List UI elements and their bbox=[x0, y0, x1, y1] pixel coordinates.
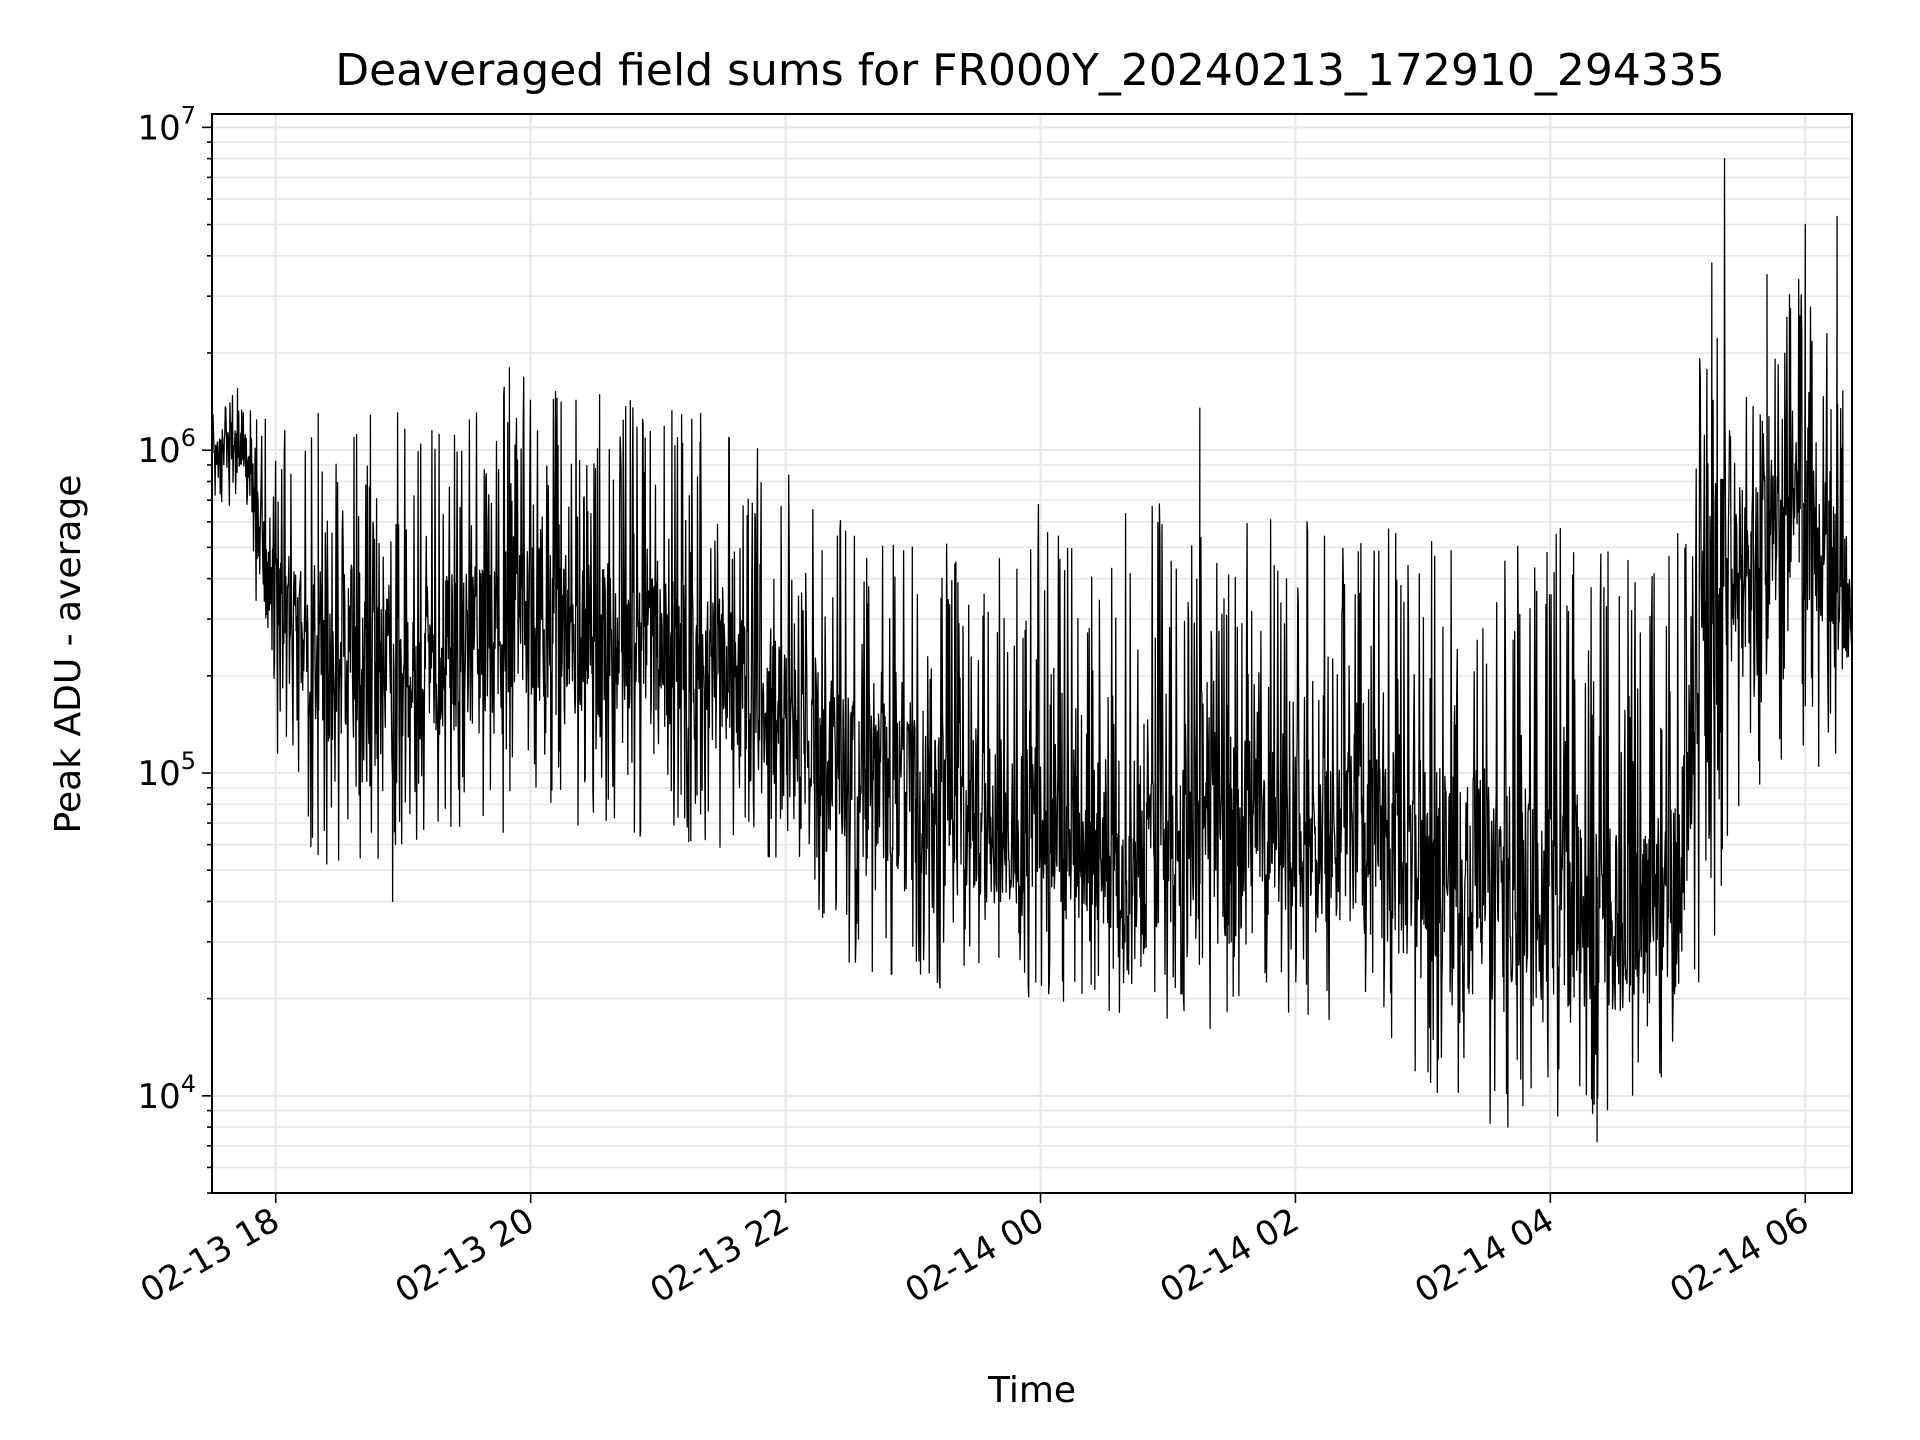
series-line bbox=[212, 157, 1852, 1143]
y-axis-label: Peak ADU - average bbox=[48, 475, 89, 834]
y-tick-label: 107 bbox=[137, 101, 196, 148]
y-tick-label: 104 bbox=[137, 1070, 196, 1117]
y-tick-label: 106 bbox=[137, 424, 196, 471]
x-axis-label: Time bbox=[987, 1370, 1076, 1411]
y-axis: 104 105 106 107 bbox=[137, 101, 212, 1194]
y-tick-label: 105 bbox=[137, 747, 196, 794]
series-line-group bbox=[212, 157, 1852, 1143]
chart-title: Deaveraged field sums for FR000Y_2024021… bbox=[335, 45, 1725, 96]
plot-frame bbox=[211, 113, 1853, 1194]
